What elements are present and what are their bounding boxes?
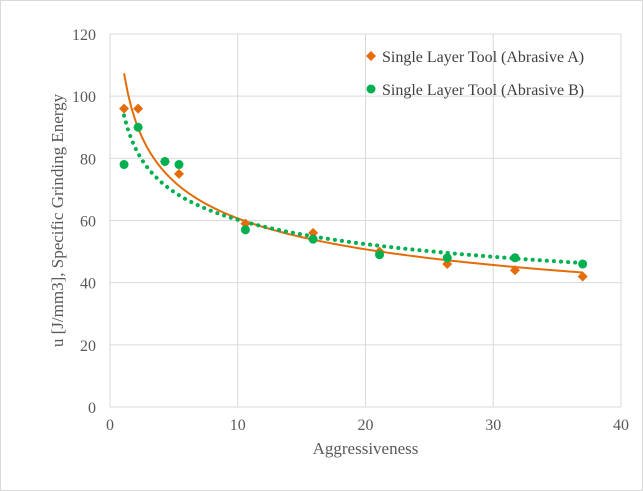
- data-point-abrasive-b: [442, 253, 452, 263]
- legend: Single Layer Tool (Abrasive A) Single La…: [366, 49, 584, 99]
- trendline-abrasive-b: [122, 113, 585, 265]
- legend-item-abrasive-a: Single Layer Tool (Abrasive A): [366, 49, 584, 66]
- data-point-abrasive-b: [174, 160, 184, 170]
- data-point-abrasive-b: [133, 122, 143, 132]
- x-tick-label: 10: [230, 417, 246, 434]
- y-tick-label: 120: [72, 27, 96, 44]
- data-point-abrasive-b: [375, 250, 385, 260]
- trendlines: [122, 73, 585, 274]
- legend-diamond-marker: [366, 51, 376, 61]
- trendline-abrasive-a: [123, 73, 583, 274]
- y-tick-label: 100: [72, 89, 96, 106]
- data-point-abrasive-b: [119, 160, 129, 170]
- x-tick-label: 0: [106, 417, 114, 434]
- legend-label-abrasive-b: Single Layer Tool (Abrasive B): [382, 82, 584, 99]
- gridlines: [109, 33, 622, 408]
- y-tick-label: 0: [88, 400, 96, 417]
- y-tick-label: 20: [80, 338, 96, 355]
- x-axis-label: Aggressiveness: [313, 439, 419, 458]
- legend-label-abrasive-a: Single Layer Tool (Abrasive A): [382, 49, 584, 66]
- data-point-abrasive-a: [173, 168, 184, 179]
- x-tick-label: 30: [485, 417, 501, 434]
- data-point-abrasive-a: [119, 103, 130, 114]
- y-tick-label: 40: [80, 276, 96, 293]
- y-tick-label: 60: [80, 214, 96, 231]
- data-point-abrasive-a: [577, 271, 588, 282]
- data-point-abrasive-a: [133, 103, 144, 114]
- y-axis-label: u [J/mm3], Specific Grinding Energy: [48, 93, 67, 347]
- data-point-abrasive-b: [240, 225, 250, 235]
- legend-circle-marker: [366, 84, 376, 94]
- x-tick-label: 40: [613, 417, 629, 434]
- data-point-abrasive-b: [308, 234, 318, 244]
- y-axis-ticks: 0 20 40 60 80 100 120: [72, 27, 96, 417]
- data-point-abrasive-a: [509, 265, 520, 276]
- data-points: [119, 103, 588, 282]
- x-tick-label: 20: [358, 417, 374, 434]
- y-tick-label: 80: [80, 151, 96, 168]
- data-point-abrasive-b: [510, 253, 520, 263]
- data-point-abrasive-b: [160, 156, 170, 166]
- x-axis-ticks: 0 10 20 30 40: [106, 417, 629, 434]
- data-point-abrasive-b: [578, 259, 588, 269]
- legend-item-abrasive-b: Single Layer Tool (Abrasive B): [366, 82, 584, 99]
